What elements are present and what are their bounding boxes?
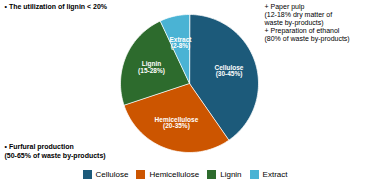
svg-text:Lignin(15-28%): Lignin(15-28%)	[138, 60, 165, 75]
svg-text:• Furfural production(50-65% o: • Furfural production(50-65% of waste by…	[5, 143, 106, 159]
svg-text:Hemicellulose(20-35%): Hemicellulose(20-35%)	[155, 116, 199, 131]
html-text:Extract: Extract	[262, 170, 288, 179]
svg-text:Extract(2-8%): Extract(2-8%)	[169, 36, 192, 51]
svg-text:• The utilization of lignin <: • The utilization of lignin < 20%	[5, 3, 108, 11]
svg-text:+ Paper pulp(12-18% dry matter: + Paper pulp(12-18% dry matter ofwaste b…	[264, 3, 350, 43]
html-text:Lignin: Lignin	[220, 170, 242, 179]
html-text:Hemicellulose: Hemicellulose	[149, 170, 200, 179]
svg-text:Cellulose(30-45%): Cellulose(30-45%)	[215, 64, 244, 79]
html-text:Cellulose: Cellulose	[95, 170, 129, 179]
